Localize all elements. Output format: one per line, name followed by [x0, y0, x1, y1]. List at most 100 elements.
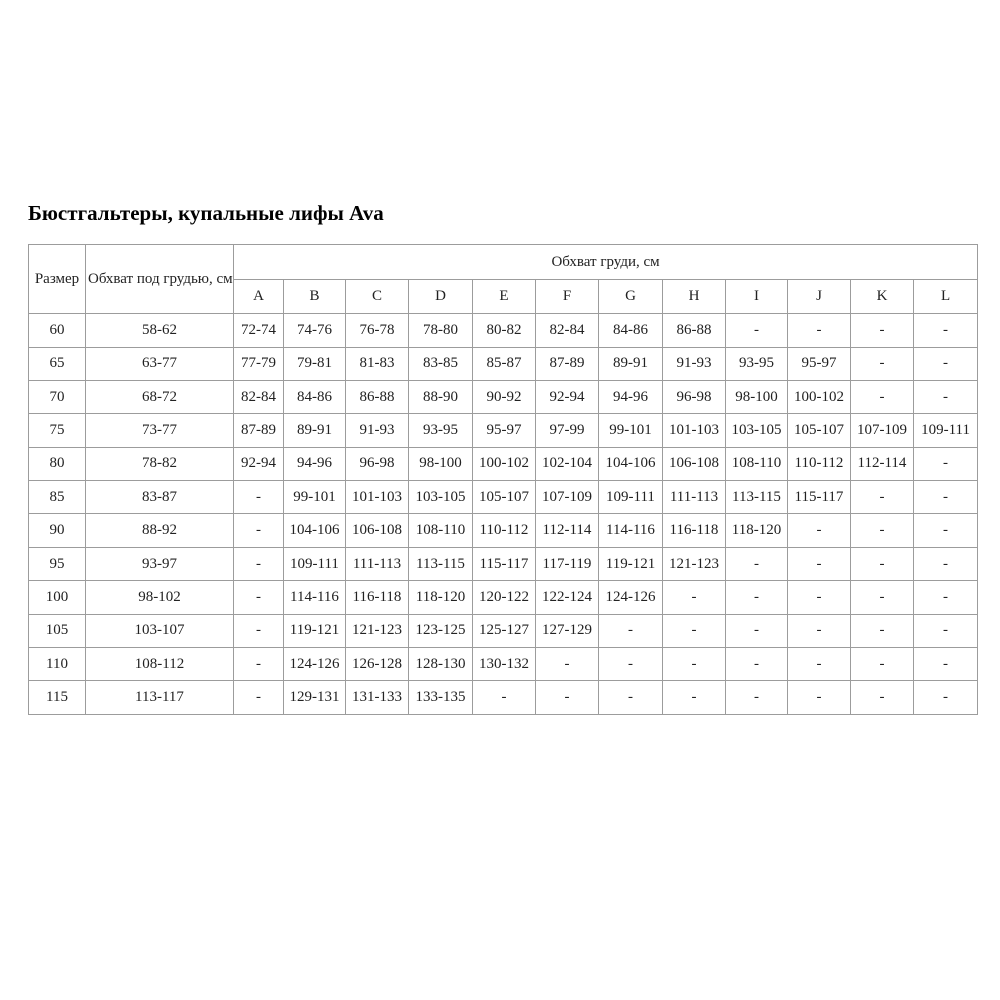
cup-cell: 124-126 — [283, 647, 346, 682]
size-chart-head: Размер Обхват под грудью, см Обхват груд… — [28, 244, 979, 315]
cup-cell: - — [850, 480, 914, 515]
cup-cell: 106-108 — [345, 513, 409, 548]
cup-cell: 105-107 — [472, 480, 536, 515]
cup-cell: 129-131 — [283, 680, 346, 715]
cup-cell: 95-97 — [787, 346, 851, 381]
cup-cell: - — [233, 580, 284, 615]
cup-cell: 116-118 — [662, 513, 726, 548]
table-row: 60 58-62 72-74 74-76 76-78 78-80 80-82 82-84 84-… — [28, 313, 979, 348]
table-row: 65 63-77 77-79 79-81 81-83 83-85 85-87 87-89 89-… — [28, 346, 979, 381]
cup-header-cell: A — [233, 279, 284, 315]
cup-cell: 100-102 — [787, 379, 851, 415]
underbust-cell: 78-82 — [85, 446, 234, 482]
cup-cell: 84-86 — [283, 379, 346, 415]
cup-cell: - — [912, 513, 979, 548]
cup-cell: 124-126 — [598, 580, 663, 615]
cup-cell: - — [535, 680, 599, 715]
cup-cell: - — [725, 580, 788, 615]
cup-cell: 86-88 — [662, 313, 726, 348]
cup-cell: - — [233, 546, 284, 582]
cup-cell: 103-105 — [408, 480, 473, 515]
size-cell: 90 — [28, 513, 86, 548]
cup-cell: 109-111 — [598, 480, 663, 515]
table-row: 115 113-117-129-131 131-133 133-135- - - - - - - - — [28, 680, 979, 715]
cup-cell: - — [598, 613, 663, 649]
cup-cell: 93-95 — [408, 413, 473, 448]
cup-cell: - — [787, 647, 851, 682]
cup-cell: 133-135 — [408, 680, 473, 715]
cup-cell: 99-101 — [598, 413, 663, 448]
cup-cell: - — [850, 613, 914, 649]
cup-cell: 78-80 — [408, 313, 473, 348]
cup-cell: 101-103 — [345, 480, 409, 515]
table-row: 70 68-72 82-84 84-86 86-88 88-90 90-92 92-94 94-… — [28, 379, 979, 415]
cup-cell: 105-107 — [787, 413, 851, 448]
size-cell: 110 — [28, 647, 86, 682]
cup-cell: 107-109 — [850, 413, 914, 448]
cup-cell: 88-90 — [408, 379, 473, 415]
cup-cell: 94-96 — [598, 379, 663, 415]
cup-header-cell: I — [725, 279, 788, 315]
underbust-cell: 113-117 — [85, 680, 234, 715]
cup-cell: - — [850, 647, 914, 682]
cup-cell: 85-87 — [472, 346, 536, 381]
cup-cell: 113-115 — [408, 546, 473, 582]
cup-cell: 131-133 — [345, 680, 409, 715]
cup-cell: 107-109 — [535, 480, 599, 515]
cup-cell: 92-94 — [233, 446, 284, 482]
cup-cell: - — [912, 546, 979, 582]
page-title: Бюстгальтеры, купальные лифы Ava — [28, 201, 384, 225]
cup-cell: - — [912, 613, 979, 649]
cup-cell: 80-82 — [472, 313, 536, 348]
cup-cell: 103-105 — [725, 413, 788, 448]
cup-cell: - — [787, 613, 851, 649]
cup-header-cell: B — [283, 279, 346, 315]
cup-cell: 93-95 — [725, 346, 788, 381]
table-row: 105 103-107-119-121 121-123 123-125 125-127 1… — [28, 613, 979, 649]
underbust-cell: 58-62 — [85, 313, 234, 348]
size-cell: 80 — [28, 446, 86, 482]
size-cell: 100 — [28, 580, 86, 615]
table-row: 85 83-87-99-101 101-103 103-105 105-107 107-1… — [28, 480, 979, 515]
cup-cell: 89-91 — [283, 413, 346, 448]
cup-cell: 90-92 — [472, 379, 536, 415]
cup-cell: - — [850, 379, 914, 415]
cup-cell: 109-111 — [283, 546, 346, 582]
header-underbust: Обхват под грудью, см — [85, 244, 234, 315]
cup-cell: - — [787, 546, 851, 582]
cup-cell: 98-100 — [725, 379, 788, 415]
cup-cell: 125-127 — [472, 613, 536, 649]
size-chart-body: 60 58-62 72-74 74-76 76-78 78-80 80-82 82-84 84-… — [28, 313, 979, 715]
cup-cell: - — [912, 379, 979, 415]
cup-cell: 77-79 — [233, 346, 284, 381]
table-row: 75 73-77 87-89 89-91 91-93 93-95 95-97 97-99 99-… — [28, 413, 979, 448]
cup-cell: 118-120 — [725, 513, 788, 548]
cup-cell: 115-117 — [472, 546, 536, 582]
cup-cell: 119-121 — [598, 546, 663, 582]
cup-cell: 97-99 — [535, 413, 599, 448]
cup-cell: - — [912, 580, 979, 615]
cup-cell: 74-76 — [283, 313, 346, 348]
group-header-row: Размер Обхват под грудью, см Обхват груд… — [28, 244, 979, 315]
cup-cell: - — [725, 647, 788, 682]
cup-cell: 108-110 — [725, 446, 788, 482]
cup-cell: - — [912, 647, 979, 682]
cup-cell: 83-85 — [408, 346, 473, 381]
cup-header-cell: D — [408, 279, 473, 315]
cup-cell: 108-110 — [408, 513, 473, 548]
cup-cell: 114-116 — [598, 513, 663, 548]
size-cell: 85 — [28, 480, 86, 515]
cup-header-cell: C — [345, 279, 409, 315]
cup-cell: 91-93 — [345, 413, 409, 448]
table-row: 90 88-92-104-106 106-108 108-110 110-112 112-… — [28, 513, 979, 548]
cup-cell: 82-84 — [233, 379, 284, 415]
cup-cell: - — [912, 680, 979, 715]
underbust-cell: 98-102 — [85, 580, 234, 615]
size-cell: 60 — [28, 313, 86, 348]
cup-cell: 94-96 — [283, 446, 346, 482]
cup-cell: 84-86 — [598, 313, 663, 348]
cup-cell: 130-132 — [472, 647, 536, 682]
cup-cell: 119-121 — [283, 613, 346, 649]
cup-cell: - — [912, 480, 979, 515]
